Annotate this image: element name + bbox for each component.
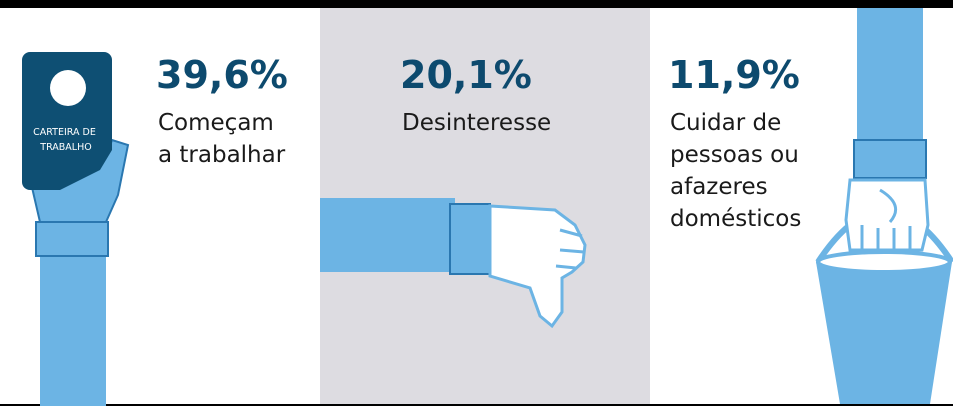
thumbs-down-icon [320, 198, 587, 329]
label: Começam a trabalhar [158, 110, 286, 168]
hand-card-icon: CARTEIRA DE TRABALHO [22, 52, 130, 406]
label: Desinteresse [402, 110, 551, 136]
card-text: CARTEIRA DE TRABALHO [33, 127, 99, 153]
bucket-icon [815, 8, 953, 404]
percentage: 39,6% [156, 53, 288, 97]
percentage: 11,9% [668, 53, 800, 97]
percentage: 20,1% [400, 53, 532, 97]
label: Cuidar de pessoas ou afazeres domésticos [670, 110, 806, 232]
